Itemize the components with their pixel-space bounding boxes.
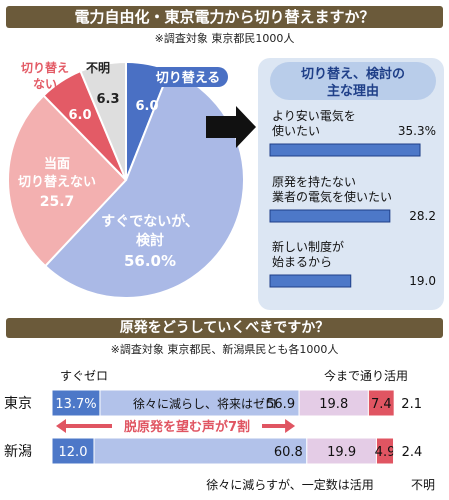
kentou-label-2: 検討 [136,232,164,249]
bar-label-fumei-1: 2.1 [401,397,422,412]
kirikaeru-value: 6.0 [135,99,158,114]
bar-label-imamade-1: 7.4 [371,397,392,412]
toumen-label-2: 切り替えない [18,174,96,190]
kirikaenai-label-2: ない [33,77,57,91]
reason-title-bg [270,62,436,100]
top-survey-note: ※調査対象 東京都民1000人 [154,32,295,45]
top-section-title: 電力自由化・東京電力から切り替えますか？ [6,6,443,28]
slice-toumen [7,94,128,268]
pie-chart-area: 切り替える 6.0 すぐでないが、 検討 56.0% 当面 切り替えない 25.… [7,58,444,310]
bar-jojo-katsuyou-1 [298,389,369,417]
arrow-icon [206,106,256,148]
category-label-1: 東京 [4,396,32,412]
annotation-text: 脱原発を望む声が7割 [124,419,250,435]
reason-3-value: 19.0 [409,274,436,288]
legend-imamade: 今まで通り活用 [324,368,408,383]
kirikaenai-label-1: 切り替え [21,60,69,75]
legend-sugu-zero: すぐゼロ [60,369,108,383]
reason-1-line2: 使いたい [272,123,320,138]
bottom-section-title: 原発をどうしていくべきですか？ [6,318,443,338]
pie [7,60,245,299]
kirikaeru-label: 切り替える [156,70,221,86]
reason-2-line2: 業者の電気を使いたい [272,189,392,204]
bottom-survey-note: ※調査対象 東京都民、新潟県民とも各1000人 [110,343,339,356]
reason-1-line1: より安い電気を [272,108,356,123]
bar-label-sugu-zero-1: 13.7% [55,397,96,412]
bar-label-sugu-zero-2: 12.0 [59,445,88,460]
bar-label-jojo-katsuyou-2: 19.9 [327,445,356,460]
bar-imamade-1 [367,389,395,417]
reason-1-bar [269,143,421,157]
bar-label-imamade-2: 4.9 [375,445,396,460]
reason-3-bar [269,274,352,288]
bar-fumei-2 [393,437,403,465]
kentou-value: 56.0% [124,252,176,270]
bar-jojo-katsuyou-2 [306,437,377,465]
legend-jojo: 徐々に減らすが、一定数は活用 [206,477,374,492]
legend-fumei: 不明 [411,478,435,492]
toumen-label-1: 当面 [44,156,70,172]
reason-3-line2: 始まるから [272,255,332,269]
bar-label-jojo-zero-2: 60.8 [274,445,303,460]
annotation-arrow-right [285,419,296,433]
bar-label-jojo-zero-1: 56.9 [266,397,295,412]
reason-title-1: 切り替え、検討の [301,66,405,82]
reason-2-value: 28.2 [409,209,436,223]
reason-2-bar [269,209,391,223]
kirikaeru-label-bg [148,67,228,87]
kentou-label-1: すぐでないが、 [101,213,199,230]
toumen-value: 25.7 [40,194,75,210]
annotation-text-bg [112,417,262,435]
fumei-label: 不明 [86,61,110,75]
category-label-2: 新潟 [4,444,32,460]
reason-2-line1: 原発を持たない [272,174,356,189]
segment-text-tokyo: 徐々に減らし、将来はゼロ [133,396,277,411]
annotation-arrow-left [56,419,66,433]
bar-fumei-1 [393,389,403,417]
kirikaenai-value: 6.0 [68,108,91,123]
reason-panel [258,58,444,310]
slice-kentou [43,68,245,299]
slice-fumei [79,60,127,181]
reason-3-line1: 新しい制度が [272,239,344,254]
fumei-value: 6.3 [96,92,119,107]
reason-title-2: 主な理由 [327,83,379,99]
bar-label-fumei-2: 2.4 [402,445,423,460]
bar-sugu-zero-1 [51,389,101,417]
bar-label-jojo-katsuyou-1: 19.8 [319,397,348,412]
reason-1-value: 35.3% [398,124,436,138]
